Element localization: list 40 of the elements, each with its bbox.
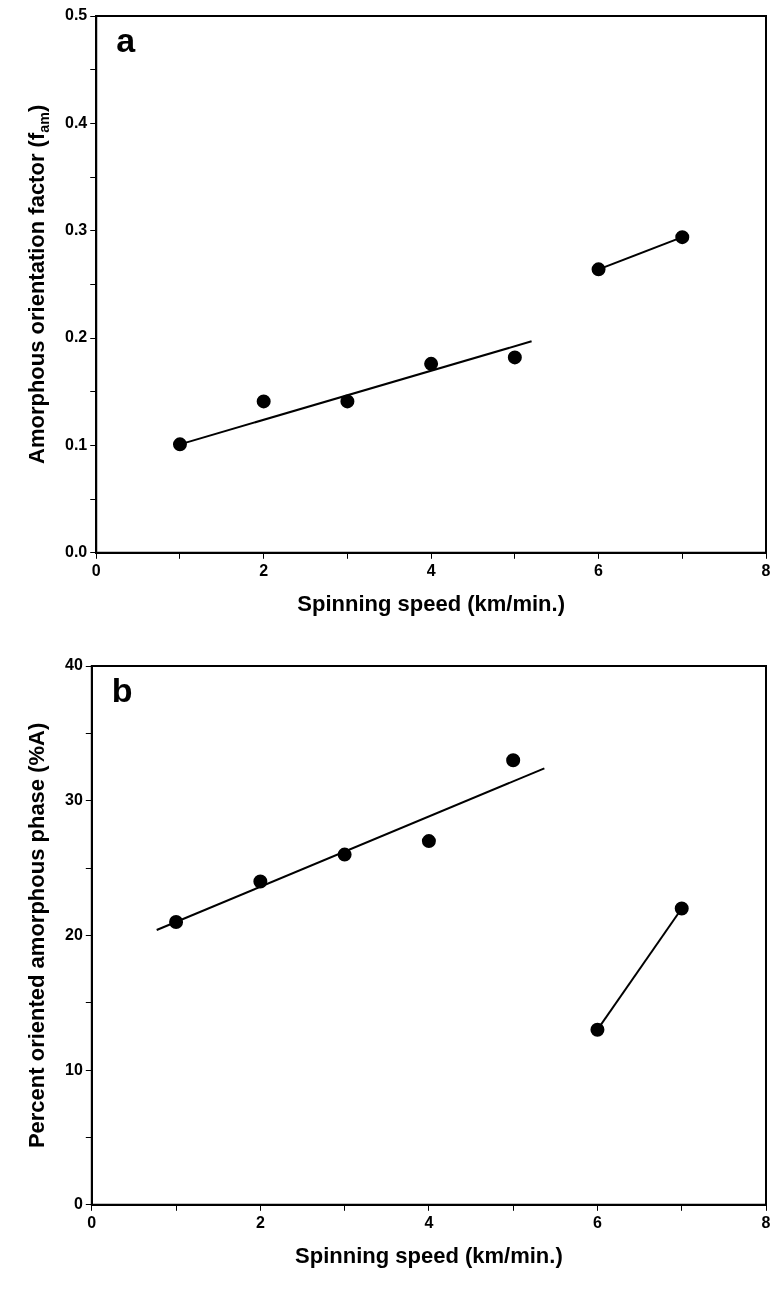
y-tick-label: 0.1 <box>64 435 88 453</box>
annotation: b <box>111 671 133 710</box>
x-axis-title: Spinning speed (km/min.) <box>295 1242 563 1268</box>
y-axis-title: Amorphous orientation factor (fam) <box>24 104 52 464</box>
x-axis-title: Spinning speed (km/min.) <box>297 590 565 616</box>
y-tick-label: 30 <box>65 791 83 809</box>
point <box>591 262 606 277</box>
point <box>506 753 521 768</box>
y-tick-label: 10 <box>65 1060 83 1078</box>
point <box>590 1022 605 1037</box>
y-tick-label: 0 <box>73 1195 83 1213</box>
point <box>256 394 271 409</box>
y-tick-label: 0.0 <box>64 543 88 561</box>
x-tick-label: 6 <box>594 561 604 579</box>
x-tick-label: 8 <box>761 1213 771 1231</box>
point <box>674 901 689 916</box>
point <box>253 874 268 889</box>
point <box>172 437 187 452</box>
x-tick-label: 0 <box>91 561 101 579</box>
x-tick-label: 2 <box>255 1213 265 1231</box>
point <box>424 356 439 371</box>
point <box>169 914 184 929</box>
point <box>340 394 355 409</box>
y-tick-label: 20 <box>65 925 83 943</box>
x-tick-label: 8 <box>761 561 771 579</box>
y-tick-label: 0.3 <box>64 221 88 239</box>
point <box>675 230 690 245</box>
y-tick-label: 0.2 <box>64 328 88 346</box>
point <box>337 847 352 862</box>
y-tick-label: 0.5 <box>64 6 88 24</box>
x-tick-label: 4 <box>424 1213 434 1231</box>
point <box>507 350 522 365</box>
x-tick-label: 2 <box>259 561 269 579</box>
annotation: a <box>116 21 137 60</box>
y-tick-label: 0.4 <box>64 113 88 131</box>
x-tick-label: 4 <box>426 561 436 579</box>
point <box>421 834 436 849</box>
x-tick-label: 6 <box>593 1213 602 1231</box>
y-axis-title: Percent oriented amorphous phase (%A) <box>24 722 50 1149</box>
y-tick-label: 40 <box>65 656 83 674</box>
